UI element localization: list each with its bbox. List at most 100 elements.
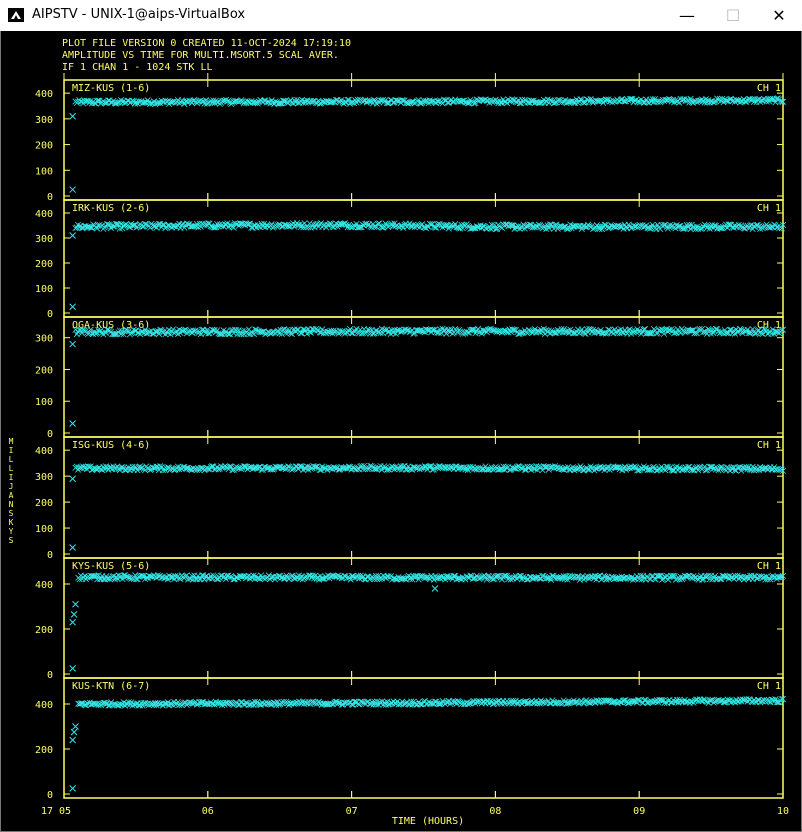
y-axis-label-letter: S — [9, 536, 14, 545]
channel-label: CH 1 — [757, 83, 781, 94]
x-tick-label: 08 — [489, 806, 501, 817]
data-series — [75, 572, 787, 583]
panel-frame — [63, 436, 784, 559]
data-point — [69, 420, 76, 427]
data-point — [69, 303, 76, 311]
channel-label: CH 1 — [757, 440, 781, 451]
x-tick-label: 10 — [777, 806, 789, 817]
y-axis-label-letter: L — [9, 455, 14, 464]
y-tick-label: 200 — [35, 259, 53, 270]
data-point — [69, 112, 76, 120]
panel-2: 0 100 200 300 400 IRK-KUS (2-6) CH 1 — [35, 193, 787, 320]
y-tick-label: 0 — [47, 790, 53, 801]
data-point — [69, 736, 76, 744]
y-tick-label: 400 — [35, 700, 53, 711]
y-axis-label-letter: L — [9, 464, 14, 473]
y-tick-label: 200 — [35, 498, 53, 509]
x-tick-label: 06 — [202, 806, 214, 817]
data-point — [69, 475, 76, 483]
y-axis-label-letter: A — [9, 491, 14, 500]
panel-3: 0 100 200 300 OGA-KUS (3-6) CH 1 — [35, 310, 787, 440]
amplitude-vs-time-plot: PLOT FILE VERSION 0 CREATED 11-OCT-2024 … — [9, 38, 789, 827]
y-tick-label: 100 — [35, 284, 53, 295]
header-line-3: IF 1 CHAN 1 - 1024 STK LL — [62, 62, 213, 73]
y-tick-label: 300 — [35, 334, 53, 345]
baseline-label: IRK-KUS (2-6) — [72, 203, 150, 214]
x-tick-label: 17 05 — [41, 806, 71, 817]
y-tick-label: 400 — [35, 580, 53, 591]
y-tick-label: 0 — [47, 309, 53, 320]
panel-frame — [63, 199, 784, 318]
data-point — [69, 785, 76, 792]
panel-4: 0 100 200 300 400 ISG-KUS (4-6) CH 1 — [35, 430, 787, 561]
y-tick-label: 300 — [35, 234, 53, 245]
header-line-2: AMPLITUDE VS TIME FOR MULTI.MSORT.5 SCAL… — [62, 50, 339, 61]
y-tick-label: 300 — [35, 115, 53, 126]
y-tick-label: 200 — [35, 745, 53, 756]
data-point — [70, 611, 78, 618]
x-axis-label: TIME (HOURS) — [392, 816, 464, 827]
data-point — [69, 186, 76, 193]
data-series — [72, 220, 787, 233]
channel-label: CH 1 — [757, 203, 781, 214]
baseline-label: MIZ-KUS (1-6) — [72, 83, 150, 94]
data-series — [72, 95, 787, 108]
y-tick-label: 400 — [35, 209, 53, 220]
baseline-label: KUS-KTN (6-7) — [72, 681, 150, 692]
x-tick-label: 09 — [633, 806, 645, 817]
y-tick-label: 100 — [35, 166, 53, 177]
y-tick-label: 100 — [35, 524, 53, 535]
data-series — [72, 462, 787, 474]
y-axis-label-letter: J — [9, 482, 14, 491]
baseline-label: OGA-KUS (3-6) — [72, 320, 150, 331]
data-point — [431, 585, 439, 592]
data-point — [70, 728, 78, 736]
data-point — [69, 232, 76, 239]
y-tick-label: 300 — [35, 472, 53, 483]
data-series — [75, 695, 787, 709]
y-axis-label-letter: N — [9, 500, 14, 509]
data-point — [69, 618, 76, 626]
y-axis-label-letter: I — [9, 473, 14, 482]
y-tick-label: 200 — [35, 625, 53, 636]
data-point — [69, 544, 76, 551]
data-point — [72, 723, 79, 730]
channel-label: CH 1 — [757, 320, 781, 331]
y-tick-label: 0 — [47, 429, 53, 440]
y-tick-label: 200 — [35, 141, 53, 152]
maximize-button[interactable]: ☐ — [725, 6, 741, 25]
channel-label: CH 1 — [757, 681, 781, 692]
baseline-label: KYS-KUS (5-6) — [72, 561, 150, 572]
panel-frame — [63, 677, 784, 799]
y-axis-label-letter: K — [9, 518, 14, 527]
y-tick-label: 400 — [35, 89, 53, 100]
panel-group: 0 100 200 300 400 MIZ-KUS (1-6) CH 1 0 100 200 300… — [35, 73, 787, 801]
x-tick-label: 07 — [346, 806, 358, 817]
header-line-1: PLOT FILE VERSION 0 CREATED 11-OCT-2024 … — [62, 38, 351, 49]
y-tick-label: 100 — [35, 397, 53, 408]
y-axis-label-letter: M — [9, 437, 14, 446]
aips-tv-icon — [8, 8, 24, 22]
data-point — [72, 600, 79, 608]
data-point — [69, 340, 76, 348]
y-tick-label: 0 — [47, 550, 53, 561]
y-tick-label: 200 — [35, 365, 53, 376]
title-bar[interactable]: AIPSTV - UNIX-1@aips-VirtualBox — ☐ ✕ — [0, 0, 802, 31]
minimize-button[interactable]: — — [679, 6, 695, 25]
y-axis-label-letter: Y — [9, 527, 14, 536]
y-axis-label-letter: S — [9, 509, 14, 518]
y-axis-label-letter: I — [9, 446, 14, 455]
y-tick-label: 0 — [47, 670, 53, 681]
panel-5: 0 200 400 KYS-KUS (5-6) CH 1 — [35, 551, 787, 681]
y-tick-label: 0 — [47, 192, 53, 203]
baseline-label: ISG-KUS (4-6) — [72, 440, 150, 451]
x-axis: 17 05 06 07 08 09 10 — [41, 791, 789, 817]
window-title: AIPSTV - UNIX-1@aips-VirtualBox — [32, 7, 246, 22]
panel-1: 0 100 200 300 400 MIZ-KUS (1-6) CH 1 — [35, 73, 787, 203]
close-button[interactable]: ✕ — [772, 6, 786, 25]
y-tick-label: 400 — [35, 446, 53, 457]
data-series — [72, 325, 787, 338]
panel-6: 0 200 400 KUS-KTN (6-7) CH 1 — [35, 671, 787, 801]
